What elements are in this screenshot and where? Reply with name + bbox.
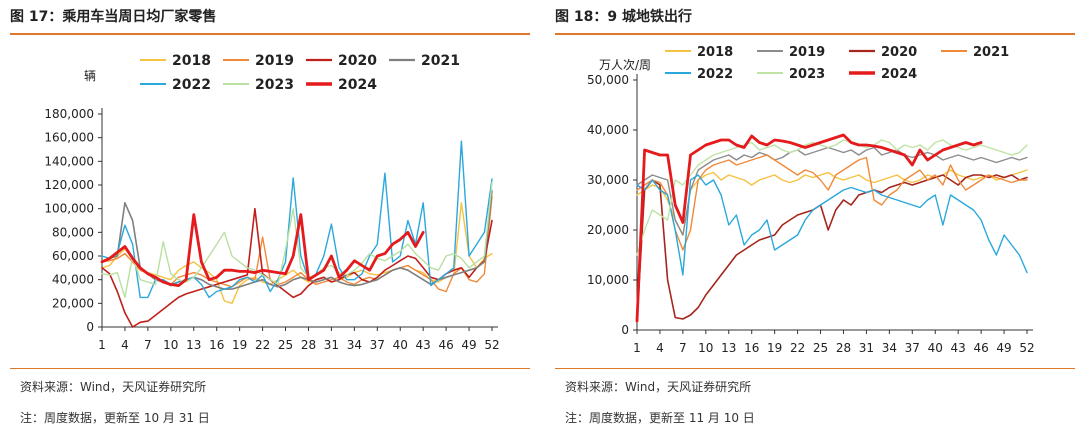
title-rule [10, 33, 530, 35]
x-tick-label: 7 [679, 341, 687, 355]
x-tick-label: 4 [656, 341, 664, 355]
x-tick-label: 40 [393, 338, 408, 352]
x-tick-label: 34 [347, 338, 362, 352]
y-tick-label: 0 [86, 320, 94, 334]
figure-title: 图 18：9 城地铁出行 [555, 9, 692, 25]
x-tick-label: 25 [278, 338, 293, 352]
x-tick-label: 52 [1019, 341, 1034, 355]
x-tick-label: 37 [905, 341, 920, 355]
x-tick-label: 22 [255, 338, 270, 352]
x-tick-label: 19 [232, 338, 247, 352]
y-tick-label: 80,000 [52, 225, 94, 239]
y-tick-label: 100,000 [44, 202, 94, 216]
x-tick-label: 49 [461, 338, 476, 352]
retail-sales-chart: 辆 0 20,000 40,000 60,000 80,000 100,000 120,000… [44, 53, 499, 352]
x-tick-label: 19 [767, 341, 782, 355]
legend-label: 2023 [255, 77, 294, 93]
y-tick-label: 0 [621, 323, 629, 337]
footer-rule [555, 368, 1075, 369]
x-tick-label: 40 [928, 341, 943, 355]
x-tick-label: 16 [744, 341, 759, 355]
y-tick-label: 40,000 [587, 123, 629, 137]
figure-title: 图 17：乘用车当周日均厂家零售 [10, 9, 217, 25]
legend-label: 2021 [973, 45, 1009, 60]
y-tick-label: 180,000 [44, 107, 94, 121]
x-tick-label: 46 [438, 338, 453, 352]
series-line-2023 [636, 139, 1028, 256]
x-tick-label: 16 [209, 338, 224, 352]
x-tick-label: 25 [813, 341, 828, 355]
x-tick-label: 4 [121, 338, 129, 352]
series-line-2024 [100, 213, 425, 287]
update-note: 注：周度数据，更新至 11 月 10 日 [565, 411, 755, 425]
x-tick-label: 34 [882, 341, 897, 355]
chart-panel-right: 图 18：9 城地铁出行 万人次/周 0 10,000 20,000 30,000 40,… [555, 0, 1075, 432]
x-tick-label: 31 [859, 341, 874, 355]
series-line-2021 [636, 154, 1028, 251]
legend-label: 2018 [172, 53, 211, 69]
legend-label: 2021 [421, 53, 460, 69]
title-rule [555, 33, 1075, 35]
y-tick-label: 20,000 [52, 296, 94, 310]
series-line-2020 [636, 174, 1028, 321]
x-tick-label: 1 [633, 341, 641, 355]
series-line-2018 [101, 202, 493, 304]
x-tick-label: 10 [163, 338, 178, 352]
source-note: 资料来源：Wind，天风证券研究所 [20, 380, 207, 394]
x-tick-label: 28 [301, 338, 316, 352]
y-tick-label: 30,000 [587, 173, 629, 187]
x-tick-label: 31 [324, 338, 339, 352]
series-line-2018 [636, 169, 1028, 236]
x-tick-label: 52 [484, 338, 499, 352]
y-tick-label: 120,000 [44, 178, 94, 192]
legend-label: 2018 [697, 45, 733, 60]
legend-label: 2019 [789, 45, 825, 60]
legend-label: 2022 [697, 67, 733, 82]
x-tick-label: 7 [144, 338, 152, 352]
x-tick-label: 46 [973, 341, 988, 355]
x-tick-label: 43 [416, 338, 431, 352]
y-tick-label: 140,000 [44, 154, 94, 168]
legend-label: 2019 [255, 53, 294, 69]
legend-label: 2024 [881, 67, 917, 82]
footer-rule [10, 368, 530, 369]
legend-label: 2020 [881, 45, 917, 60]
y-tick-label: 160,000 [44, 131, 94, 145]
x-tick-label: 28 [836, 341, 851, 355]
series-line-2024 [635, 133, 983, 323]
legend-label: 2024 [338, 77, 377, 93]
x-tick-label: 13 [186, 338, 201, 352]
y-tick-label: 10,000 [587, 273, 629, 287]
series-line-2022 [636, 174, 1028, 276]
x-tick-label: 22 [790, 341, 805, 355]
legend-label: 2022 [172, 77, 211, 93]
y-tick-label: 40,000 [52, 273, 94, 287]
series-line-2019 [636, 146, 1028, 236]
y-tick-label: 60,000 [52, 249, 94, 263]
legend-label: 2023 [789, 67, 825, 82]
x-tick-label: 13 [721, 341, 736, 355]
x-tick-label: 37 [370, 338, 385, 352]
x-tick-label: 1 [98, 338, 106, 352]
chart-panel-left: 图 17：乘用车当周日均厂家零售 辆 0 20,000 40,000 60,000 80,… [10, 0, 530, 432]
x-tick-label: 49 [996, 341, 1011, 355]
x-tick-label: 43 [951, 341, 966, 355]
y-axis-title: 万人次/周 [599, 58, 651, 72]
update-note: 注：周度数据，更新至 10 月 31 日 [20, 411, 210, 425]
y-tick-label: 20,000 [587, 223, 629, 237]
source-note: 资料来源：Wind，天风证券研究所 [565, 380, 752, 394]
y-tick-label: 50,000 [587, 73, 629, 87]
legend-label: 2020 [338, 53, 377, 69]
x-tick-label: 10 [698, 341, 713, 355]
series-line-2020 [101, 207, 493, 328]
y-axis-title: 辆 [84, 69, 96, 83]
